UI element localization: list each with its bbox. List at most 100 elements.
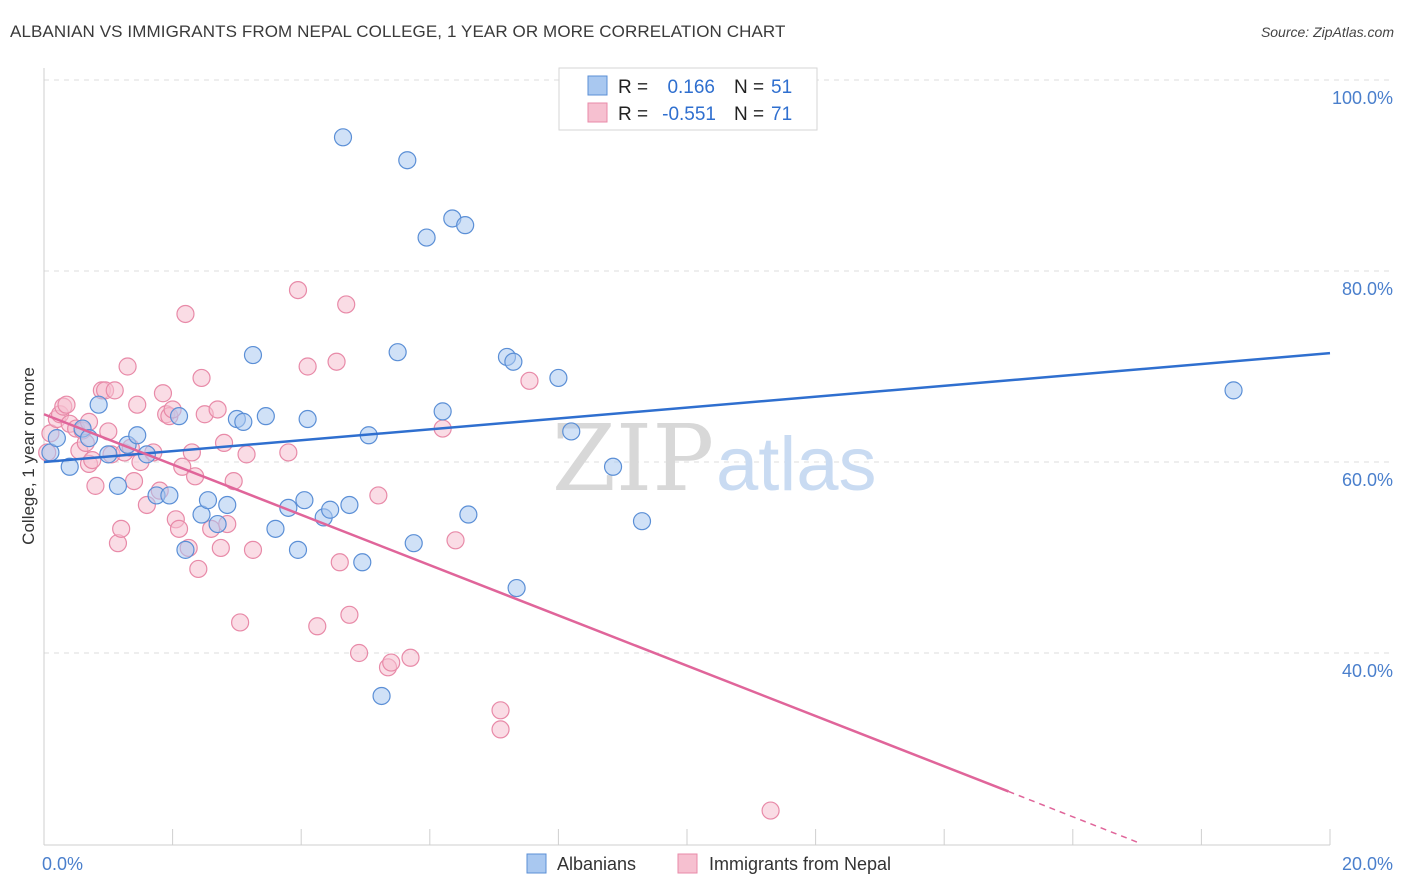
data-point-nepal: [288, 281, 308, 300]
data-point-nepal: [189, 559, 208, 579]
watermark-atlas: atlas: [716, 422, 877, 507]
data-point-albanians: [372, 686, 391, 706]
data-point-nepal: [86, 476, 105, 495]
watermark-zip: ZIP: [552, 405, 714, 512]
data-point-albanians: [208, 514, 227, 534]
data-point-nepal: [211, 538, 230, 558]
data-point-albanians: [456, 216, 475, 235]
data-point-albanians: [89, 395, 108, 414]
data-point-nepal: [214, 433, 234, 452]
data-point-nepal: [237, 445, 256, 464]
data-point-albanians: [562, 422, 581, 441]
data-point-albanians: [295, 491, 314, 510]
legend-r-value-1: 0.166: [667, 77, 715, 98]
legend-n-label-2: N =: [734, 104, 764, 125]
data-point-nepal: [382, 653, 401, 672]
legend-n-value-2: 71: [771, 104, 792, 125]
data-point-nepal: [327, 352, 346, 371]
data-point-nepal: [128, 395, 147, 414]
chart-title: ALBANIAN VS IMMIGRANTS FROM NEPAL COLLEG…: [10, 22, 786, 41]
data-point-albanians: [108, 476, 128, 495]
data-point-albanians: [353, 553, 372, 572]
legend-r-value-2: -0.551: [662, 104, 716, 125]
data-point-nepal: [176, 304, 195, 324]
data-point-albanians: [243, 345, 263, 365]
data-point-albanians: [288, 540, 308, 559]
legend-n-value-1: 51: [771, 77, 792, 98]
data-point-nepal: [105, 381, 124, 400]
data-point-nepal: [308, 617, 327, 636]
data-point-albanians: [632, 512, 652, 531]
data-point-albanians: [169, 407, 189, 426]
data-point-nepal: [124, 472, 144, 491]
data-point-albanians: [47, 429, 66, 448]
gridlines: [44, 79, 1392, 654]
data-point-nepal: [349, 643, 369, 663]
bottom-legend-label-albanians: Albanians: [557, 854, 636, 874]
trend-line-nepal-extension: [1008, 790, 1138, 843]
data-point-albanians: [99, 445, 118, 464]
series-legend: Albanians Immigrants from Nepal: [526, 853, 891, 874]
data-point-albanians: [333, 128, 353, 147]
legend-n-label-1: N =: [734, 77, 764, 98]
data-point-nepal: [298, 357, 317, 376]
legend-swatch-nepal: [587, 102, 608, 123]
data-point-nepal: [192, 368, 211, 388]
data-point-albanians: [603, 457, 623, 476]
data-point-albanians: [433, 402, 452, 421]
data-point-nepal: [208, 400, 227, 419]
data-point-albanians: [321, 500, 340, 519]
data-point-nepal: [279, 443, 298, 462]
data-point-albanians: [459, 505, 478, 524]
data-point-nepal: [401, 648, 420, 667]
x-tick-labels: 0.0% 20.0%: [42, 854, 1393, 874]
data-point-nepal: [243, 540, 263, 559]
data-point-albanians: [128, 426, 147, 445]
data-point-albanians: [549, 368, 568, 388]
data-point-albanians: [1224, 381, 1243, 400]
data-point-nepal: [369, 486, 388, 505]
chart-source: Source: ZipAtlas.com: [1260, 24, 1394, 40]
data-point-nepal: [112, 519, 131, 538]
y-tick-label: 80.0%: [1342, 279, 1393, 299]
y-tick-label: 60.0%: [1342, 470, 1393, 490]
data-point-nepal: [231, 613, 250, 632]
data-point-albanians: [198, 491, 218, 510]
data-point-albanians: [504, 352, 523, 371]
data-point-nepal: [491, 720, 510, 739]
data-point-albanians: [266, 519, 285, 538]
data-point-nepal: [446, 531, 465, 550]
data-point-albanians: [404, 534, 423, 553]
stats-legend: R = 0.166 N = 51 R = -0.551 N = 71: [558, 67, 818, 131]
trend-line-nepal: [43, 413, 1009, 793]
bottom-legend-label-nepal: Immigrants from Nepal: [709, 854, 891, 874]
bottom-legend-swatch-nepal: [677, 853, 698, 874]
data-point-albanians: [218, 495, 237, 515]
x-tick-label: 20.0%: [1342, 854, 1393, 874]
data-point-albanians: [507, 578, 526, 598]
y-tick-label: 100.0%: [1332, 88, 1393, 108]
data-point-albanians: [60, 457, 79, 476]
data-point-nepal: [57, 395, 76, 414]
y-axis-label: College, 1 year or more: [19, 367, 38, 545]
data-point-nepal: [761, 801, 780, 820]
trend-lines: [43, 351, 1331, 843]
zipatlas-watermark: ZIP atlas: [552, 405, 877, 512]
data-point-albanians: [176, 540, 195, 559]
legend-r-label-1: R =: [618, 77, 648, 98]
y-tick-label: 40.0%: [1342, 661, 1393, 681]
series-albanians-points: [41, 128, 1243, 706]
data-point-nepal: [153, 384, 173, 403]
legend-swatch-albanians: [587, 75, 608, 96]
data-point-nepal: [169, 519, 189, 538]
data-point-nepal: [340, 605, 359, 624]
data-point-albanians: [256, 407, 275, 426]
data-point-nepal: [118, 357, 137, 376]
data-point-nepal: [520, 371, 539, 390]
data-point-nepal: [83, 450, 102, 470]
data-point-albanians: [298, 409, 317, 429]
data-point-nepal: [182, 443, 201, 462]
legend-r-label-2: R =: [618, 104, 648, 125]
data-point-albanians: [160, 486, 179, 505]
